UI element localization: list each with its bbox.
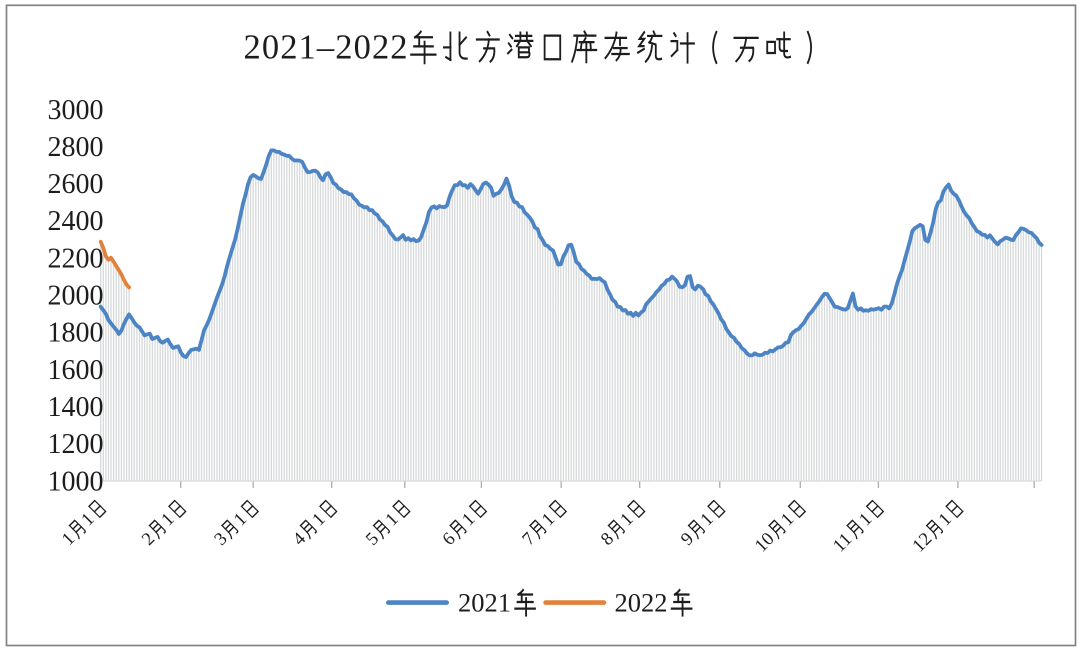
svg-text:1200: 1200 [48,429,104,460]
svg-text:1600: 1600 [48,355,104,386]
svg-text:3000: 3000 [48,95,104,126]
svg-text:2800: 2800 [48,132,104,163]
svg-text:1400: 1400 [48,392,104,423]
svg-text:1000: 1000 [48,466,104,497]
svg-text:2021: 2021 [458,588,511,618]
svg-text:2200: 2200 [48,243,104,274]
svg-text:1800: 1800 [48,318,104,349]
svg-text:2021–2022: 2021–2022 [244,29,409,67]
svg-text:2400: 2400 [48,206,104,237]
svg-text:2600: 2600 [48,169,104,200]
svg-text:2022: 2022 [615,588,668,618]
svg-text:2000: 2000 [48,281,104,312]
